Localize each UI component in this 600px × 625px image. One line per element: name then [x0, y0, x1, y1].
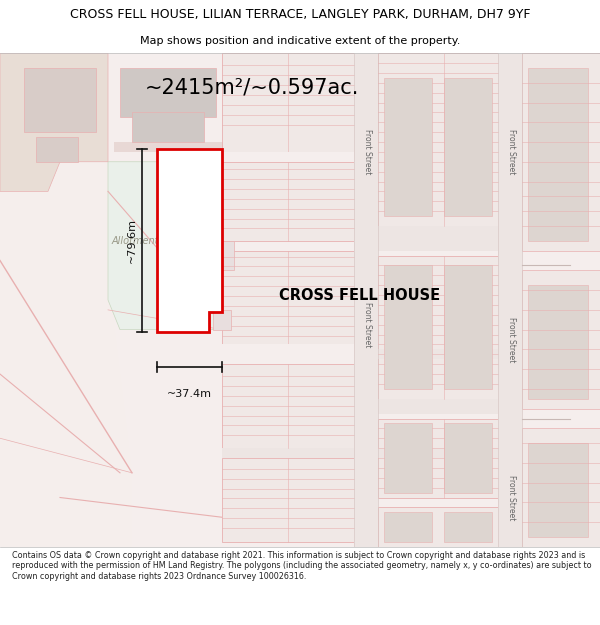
Bar	[222, 364, 354, 448]
Text: CROSS FELL HOUSE, LILIAN TERRACE, LANGLEY PARK, DURHAM, DH7 9YF: CROSS FELL HOUSE, LILIAN TERRACE, LANGLE…	[70, 8, 530, 21]
Bar	[24, 68, 96, 132]
Bar	[378, 508, 498, 547]
Bar	[222, 152, 354, 162]
Bar	[384, 78, 432, 216]
Bar	[132, 112, 204, 142]
Polygon shape	[0, 53, 132, 547]
Text: Front Street: Front Street	[508, 475, 517, 520]
Bar	[522, 428, 600, 547]
Bar	[384, 424, 432, 493]
Bar	[222, 53, 354, 152]
Bar	[222, 344, 354, 359]
Text: Front Street: Front Street	[364, 302, 372, 348]
Text: ~79.6m: ~79.6m	[127, 218, 136, 263]
Bar	[354, 53, 378, 547]
Text: Front Street: Front Street	[508, 317, 517, 362]
Text: CROSS FELL HOUSE: CROSS FELL HOUSE	[280, 288, 440, 302]
Text: Map shows position and indicative extent of the property.: Map shows position and indicative extent…	[140, 36, 460, 46]
Bar	[522, 53, 600, 251]
Bar	[378, 399, 498, 414]
Text: Contains OS data © Crown copyright and database right 2021. This information is : Contains OS data © Crown copyright and d…	[12, 551, 592, 581]
Bar	[222, 349, 522, 359]
Text: Allotments: Allotments	[112, 236, 164, 246]
Bar	[522, 271, 600, 409]
Bar	[498, 53, 522, 547]
Text: ~2415m²/~0.597ac.: ~2415m²/~0.597ac.	[145, 78, 359, 98]
Bar	[378, 419, 498, 498]
Bar	[384, 266, 432, 389]
Bar	[222, 448, 522, 458]
Polygon shape	[0, 53, 108, 191]
Bar	[444, 266, 492, 389]
Bar	[222, 53, 600, 547]
Bar	[378, 226, 498, 251]
Polygon shape	[157, 149, 222, 332]
Bar	[222, 458, 354, 542]
Text: Front Street: Front Street	[508, 129, 517, 174]
Bar	[528, 68, 588, 241]
Bar	[444, 78, 492, 216]
Bar	[213, 310, 231, 329]
Bar	[114, 142, 234, 152]
Bar	[444, 512, 492, 542]
Bar	[120, 68, 216, 118]
Bar	[378, 53, 498, 226]
Polygon shape	[108, 162, 222, 329]
Bar	[36, 137, 78, 162]
Bar	[222, 251, 354, 349]
Bar	[222, 162, 354, 241]
Bar	[378, 256, 498, 399]
Bar	[204, 241, 234, 271]
Bar	[528, 285, 588, 399]
Bar	[384, 512, 432, 542]
Bar	[528, 443, 588, 537]
Text: ~37.4m: ~37.4m	[167, 389, 212, 399]
Text: Front Street: Front Street	[364, 129, 372, 174]
Bar	[444, 424, 492, 493]
